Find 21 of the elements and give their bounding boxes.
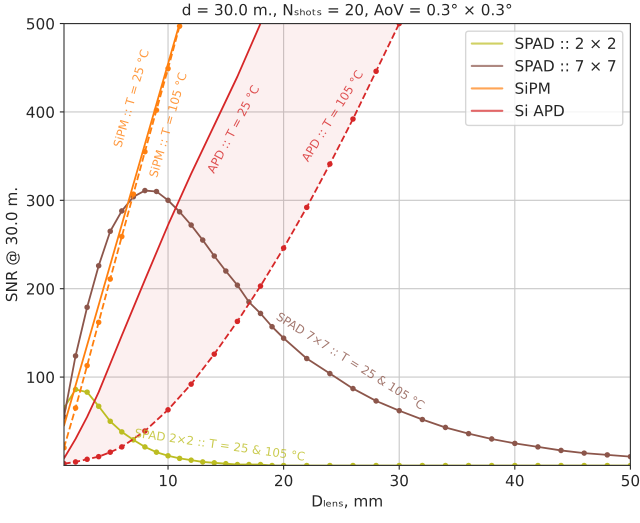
annotation: APD :: T = 25 °C — [206, 84, 260, 174]
legend-label: SPAD :: 2 × 2 — [516, 38, 616, 50]
y-tick-label: 400 — [26, 106, 54, 118]
legend-label: SiPM — [516, 82, 550, 94]
y-tick-label: 300 — [26, 194, 54, 206]
x-tick-label: 30 — [390, 474, 408, 486]
legend-label: SPAD :: 7 × 7 — [516, 60, 616, 72]
y-tick-label: 200 — [26, 283, 54, 295]
x-tick-label: 40 — [506, 474, 524, 486]
chart-title: d = 30.0 m., Nₛₕₒₜₛ = 20, AoV = 0.3° × 0.3° — [182, 4, 512, 17]
x-tick-label: 10 — [160, 474, 177, 486]
y-tick-label: 500 — [26, 18, 54, 30]
annotation: SiPM :: T = 25 °C — [112, 49, 150, 148]
annotation: SPAD 2×2 :: T = 25 & 105 °C — [134, 428, 306, 461]
y-axis-title: SNR @ 30.0 m. — [6, 188, 20, 302]
x-tick-label: 20 — [275, 474, 292, 486]
annotation: SiPM :: T = 105 °C — [148, 72, 187, 178]
x-tick-label: 50 — [622, 474, 640, 486]
legend-label: Si APD — [516, 104, 564, 116]
y-tick-label: 100 — [27, 372, 54, 384]
x-axis-title: Dₗₑₙₛ, mm — [312, 495, 382, 508]
